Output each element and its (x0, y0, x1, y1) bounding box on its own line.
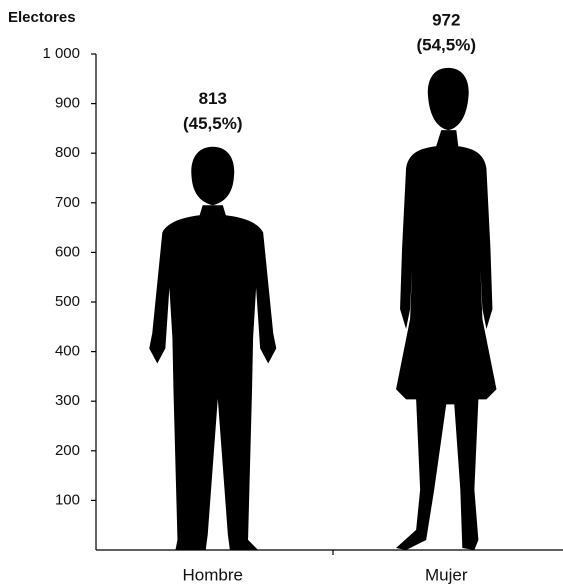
x-tick-label: Hombre (183, 565, 243, 584)
y-tick-label: 1 000 (42, 45, 80, 62)
person-bar (396, 67, 497, 550)
y-tick-label: 500 (55, 293, 80, 310)
y-axis-label: Electores (8, 9, 76, 26)
share-label: (45,5%) (183, 114, 243, 133)
y-tick-label: 700 (55, 194, 80, 211)
value-label: 813 (199, 89, 227, 108)
y-tick-label: 800 (55, 144, 80, 161)
y-tick-label: 200 (55, 442, 80, 459)
y-tick-label: 300 (55, 392, 80, 409)
x-tick-label: Mujer (425, 565, 468, 584)
y-tick-label: 100 (55, 491, 80, 508)
y-tick-label: 900 (55, 95, 80, 112)
share-label: (54,5%) (416, 35, 476, 54)
person-bar (149, 146, 277, 550)
value-label: 972 (432, 10, 460, 29)
y-tick-label: 600 (55, 243, 80, 260)
y-tick-label: 400 (55, 343, 80, 360)
